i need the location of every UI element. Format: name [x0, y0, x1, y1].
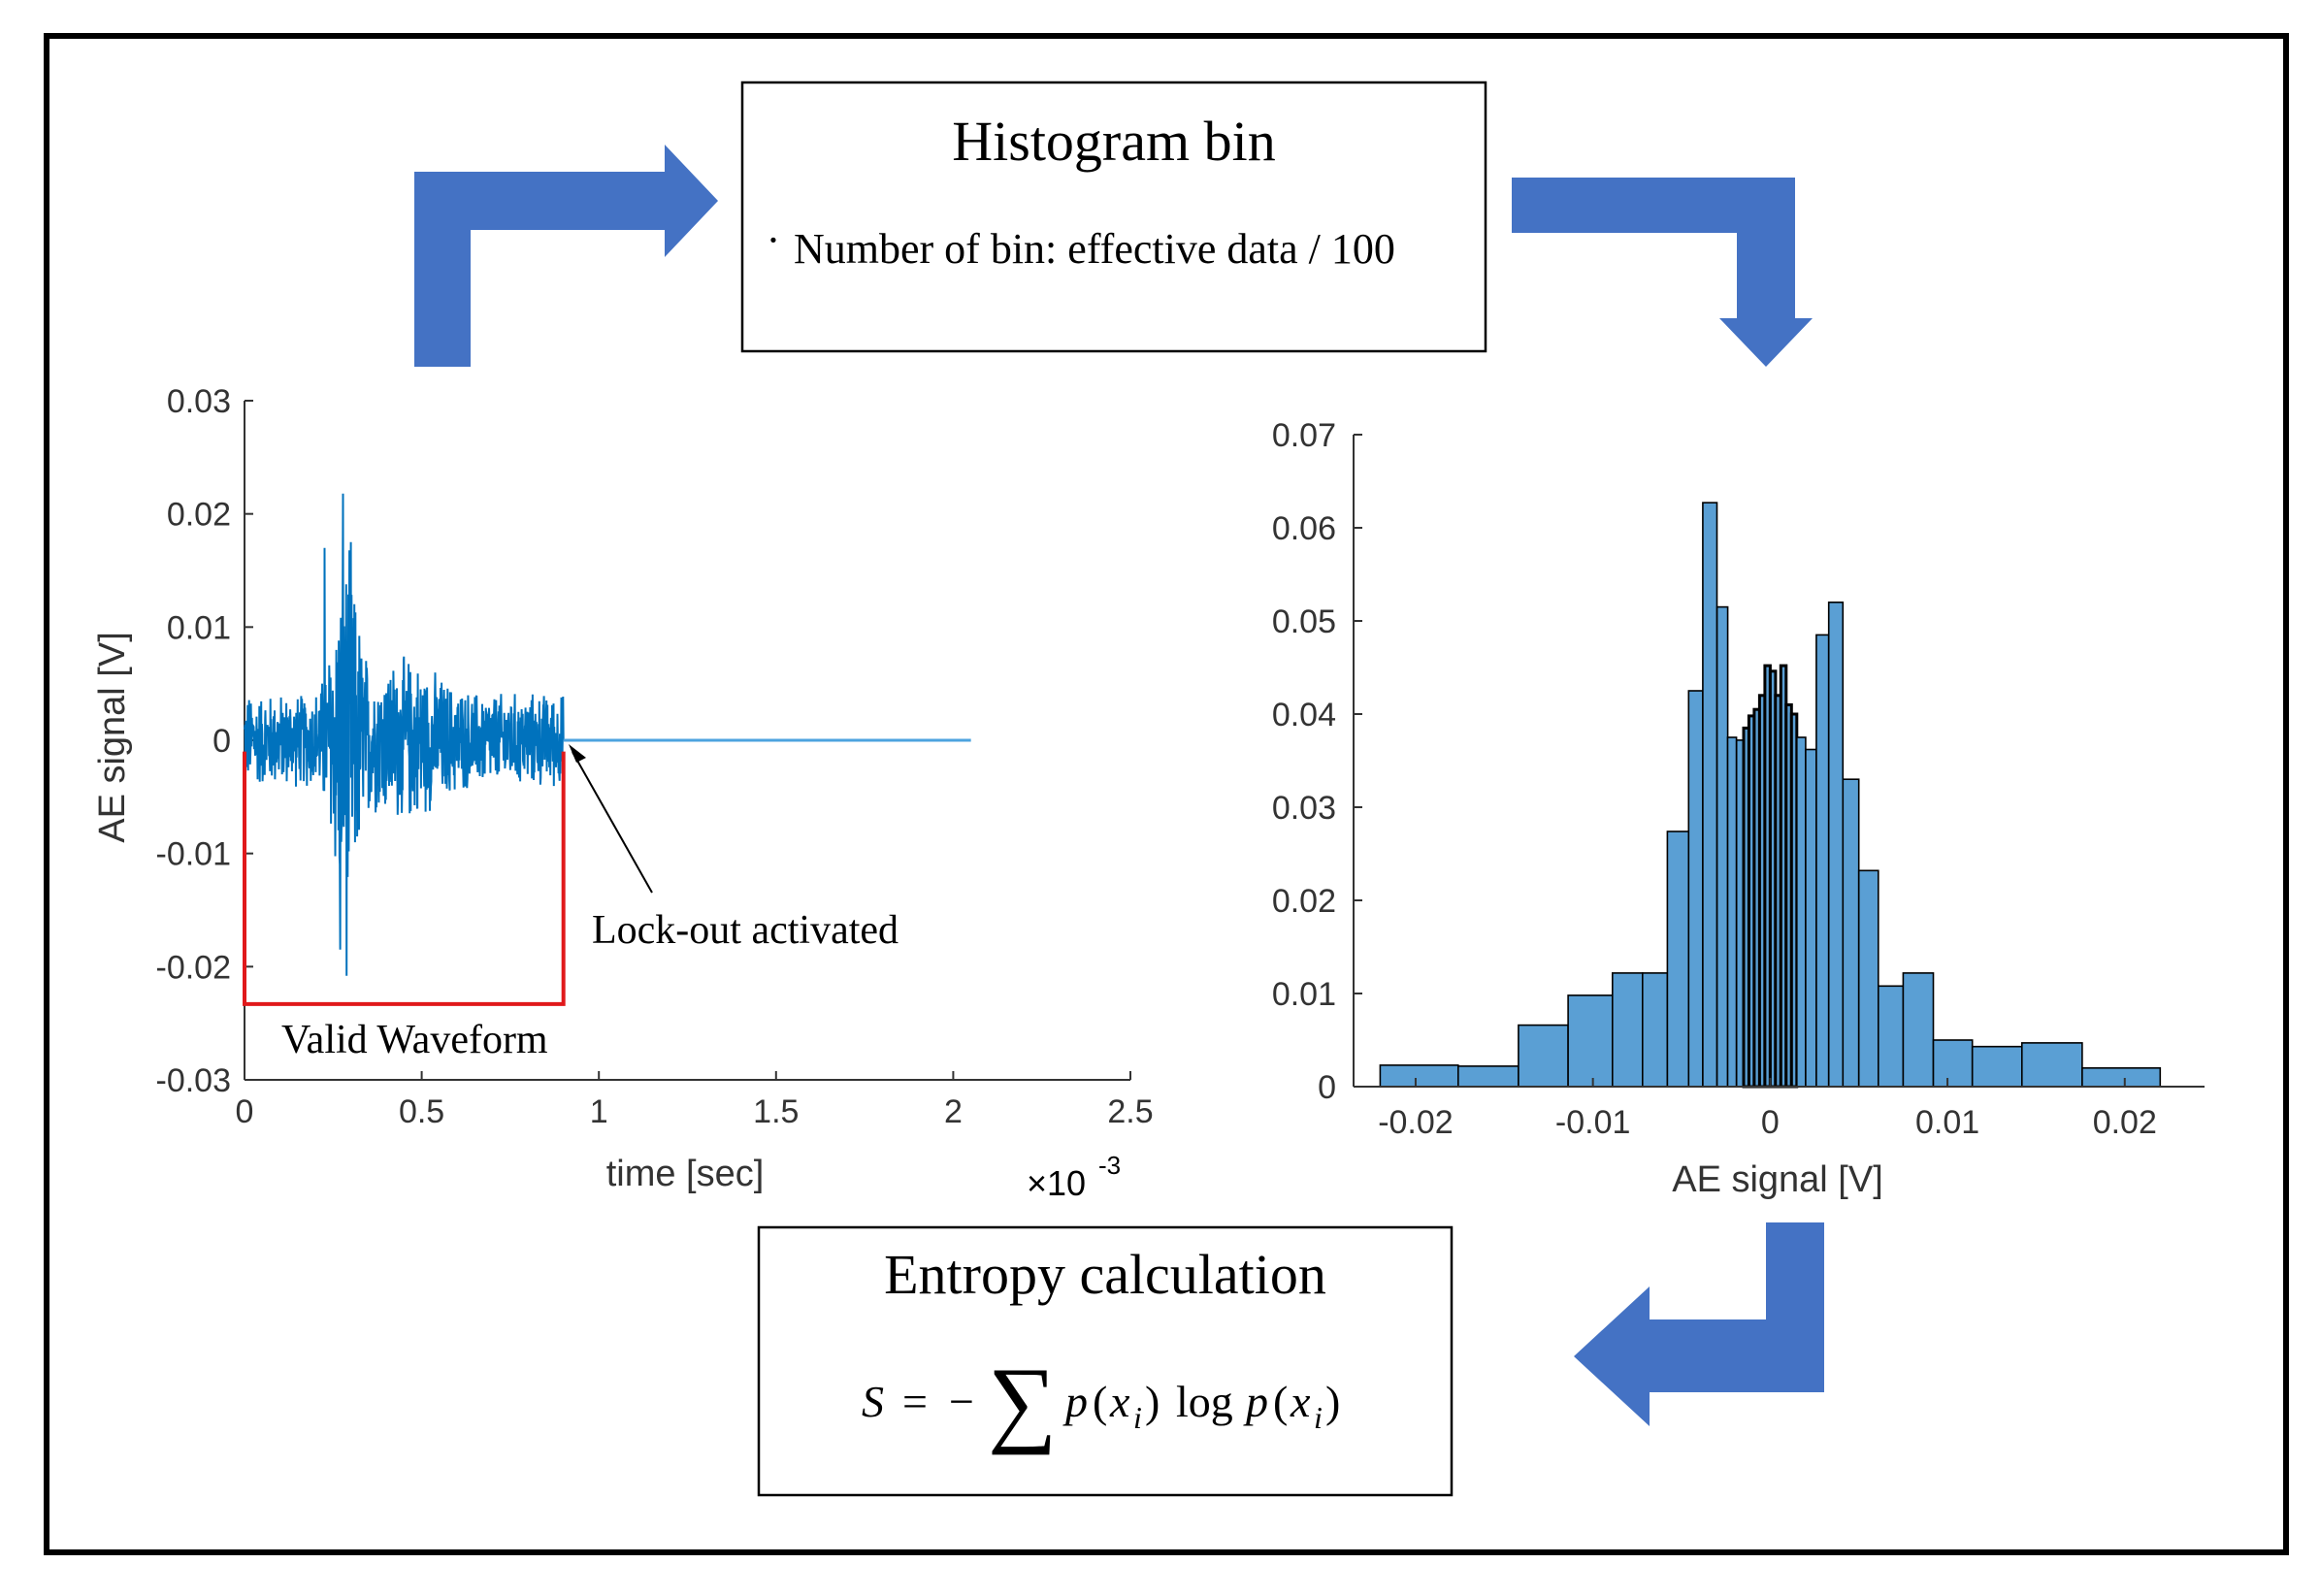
waveform-xlabel: time [sec]: [606, 1154, 765, 1194]
entropy-box-title: Entropy calculation: [884, 1243, 1326, 1306]
histogram-xtick-label: -0.02: [1378, 1104, 1454, 1141]
outer-frame: [44, 33, 2289, 1555]
histogram-ytick-label: 0.03: [1272, 790, 1336, 827]
histogram-xtick-label: 0.02: [2093, 1104, 2157, 1141]
histogram-ytick-label: 0.05: [1272, 603, 1336, 640]
waveform-chart: 0 0.5 1 1.5 2 2.5 -0.03 -0.02 -0.01 0 0.01 0.02 0.0…: [92, 383, 1154, 1203]
histogram-xlabel: AE signal [V]: [1672, 1159, 1883, 1200]
histogram-bar: [1666, 831, 1690, 1088]
waveform-x-exponent: -3: [1098, 1151, 1121, 1180]
arrow-distribution-to-entropy: [1574, 1222, 1824, 1426]
histogram-ytick-label: 0.01: [1272, 976, 1336, 1013]
histogram-bin-box: Histogram bin · Number of bin: effective…: [740, 81, 1487, 353]
histogram-bar: [1932, 1039, 1974, 1088]
histogram-bar: [1796, 736, 1807, 1088]
histogram-ytick-label: 0.02: [1272, 883, 1336, 920]
formula-sum: ∑: [988, 1348, 1057, 1455]
histogram-bar: [1642, 972, 1669, 1088]
formula-close1: ): [1145, 1377, 1160, 1426]
waveform-yticks: -0.03 -0.02 -0.01 0 0.01 0.02 0.03: [156, 383, 253, 1099]
formula-close2: ): [1325, 1377, 1340, 1426]
histogram-chart: -0.02 -0.01 0 0.01 0.02 0 0.01 0.02 0.03 0.04 0.0…: [1227, 417, 2205, 1200]
formula-log: log: [1176, 1377, 1233, 1426]
arrow-waveform-to-histogram: [414, 145, 718, 367]
formula-equals: =: [902, 1377, 928, 1426]
histogram-box-title: Histogram bin: [952, 110, 1275, 173]
histogram-bar: [1457, 1065, 1519, 1088]
formula-x2: x: [1290, 1377, 1311, 1426]
lockout-label: Lock-out activated: [592, 908, 899, 953]
formula-minus: −: [949, 1377, 974, 1426]
arrow-histogram-to-distribution: [1512, 178, 1813, 367]
histogram-ylabel: probability: [1227, 678, 1268, 846]
lockout-pointer: [572, 751, 653, 894]
waveform-xtick-label: 0.5: [399, 1093, 444, 1130]
histogram-bar: [1726, 736, 1738, 1088]
histogram-bar: [1878, 985, 1905, 1088]
formula-open1: (: [1093, 1377, 1107, 1426]
waveform-ytick-label: -0.03: [156, 1062, 232, 1099]
histogram-ytick-label: 0.04: [1272, 697, 1336, 733]
histogram-box-detail: Number of bin: effective data / 100: [794, 225, 1395, 273]
waveform-ytick-label: -0.01: [156, 836, 232, 873]
formula-i1: i: [1133, 1400, 1142, 1435]
histogram-bar: [1842, 778, 1860, 1088]
histogram-xtick-label: -0.01: [1555, 1104, 1631, 1141]
histogram-bar: [1857, 869, 1879, 1088]
histogram-ytick-label: 0.06: [1272, 510, 1336, 547]
histogram-bar: [2081, 1067, 2162, 1088]
histogram-yticks: 0 0.01 0.02 0.03 0.04 0.05 0.06 0.07: [1272, 417, 1362, 1106]
lockout-pointer-head: [569, 744, 586, 763]
histogram-bar: [2021, 1042, 2083, 1088]
histogram-bars: [1379, 502, 2162, 1089]
histogram-ytick-label: 0: [1318, 1069, 1336, 1106]
valid-waveform-label: Valid Waveform: [281, 1018, 548, 1062]
histogram-bar: [1518, 1024, 1569, 1088]
waveform-trace: [244, 493, 565, 976]
formula-open2: (: [1273, 1377, 1288, 1426]
waveform-xtick-label: 1: [590, 1093, 608, 1130]
waveform-xticks: 0 0.5 1 1.5 2 2.5: [236, 1071, 1154, 1130]
waveform-ytick-label: -0.02: [156, 949, 232, 986]
formula-p2: p: [1243, 1377, 1268, 1426]
formula-x1: x: [1109, 1377, 1130, 1426]
histogram-bar: [1815, 634, 1830, 1088]
waveform-ytick-label: 0.03: [167, 383, 231, 420]
histogram-axes: [1353, 435, 2205, 1088]
histogram-bar: [1805, 748, 1817, 1088]
entropy-formula: S = − ∑ p ( x i ) log p ( x i ): [862, 1348, 1340, 1455]
histogram-bar: [1379, 1064, 1459, 1088]
histogram-bar: [1827, 601, 1845, 1088]
formula-i2: i: [1314, 1400, 1323, 1435]
valid-waveform-box: [243, 751, 566, 1006]
waveform-xtick-label: 0: [236, 1093, 254, 1130]
histogram-bar: [1567, 994, 1614, 1088]
histogram-bar: [1702, 502, 1718, 1088]
histogram-bar: [1715, 605, 1729, 1088]
histogram-ytick-label: 0.07: [1272, 417, 1336, 454]
waveform-xtick-label: 1.5: [753, 1093, 799, 1130]
formula-lhs: S: [862, 1377, 884, 1426]
histogram-xtick-label: 0: [1761, 1104, 1780, 1141]
waveform-x-multiplier: ×10: [1027, 1163, 1086, 1203]
histogram-bar: [1789, 712, 1799, 1089]
histogram-bar: [1971, 1045, 2023, 1088]
waveform-xtick-label: 2: [944, 1093, 963, 1130]
formula-p1: p: [1062, 1377, 1088, 1426]
histogram-box-bullet: ·: [767, 216, 781, 264]
histogram-bar: [1687, 690, 1704, 1088]
waveform-ytick-label: 0.01: [167, 609, 231, 646]
waveform-ylabel: AE signal [V]: [92, 632, 133, 843]
waveform-xtick-label: 2.5: [1107, 1093, 1153, 1130]
histogram-bar: [1902, 972, 1935, 1088]
waveform-ytick-label: 0.02: [167, 497, 231, 534]
histogram-bar: [1612, 972, 1644, 1088]
waveform-ytick-label: 0: [212, 723, 231, 760]
histogram-xticks: -0.02 -0.01 0 0.01 0.02: [1378, 1078, 2157, 1141]
entropy-calculation-box: Entropy calculation S = − ∑ p ( x i ) lo…: [757, 1225, 1454, 1497]
histogram-xtick-label: 0.01: [1915, 1104, 1979, 1141]
